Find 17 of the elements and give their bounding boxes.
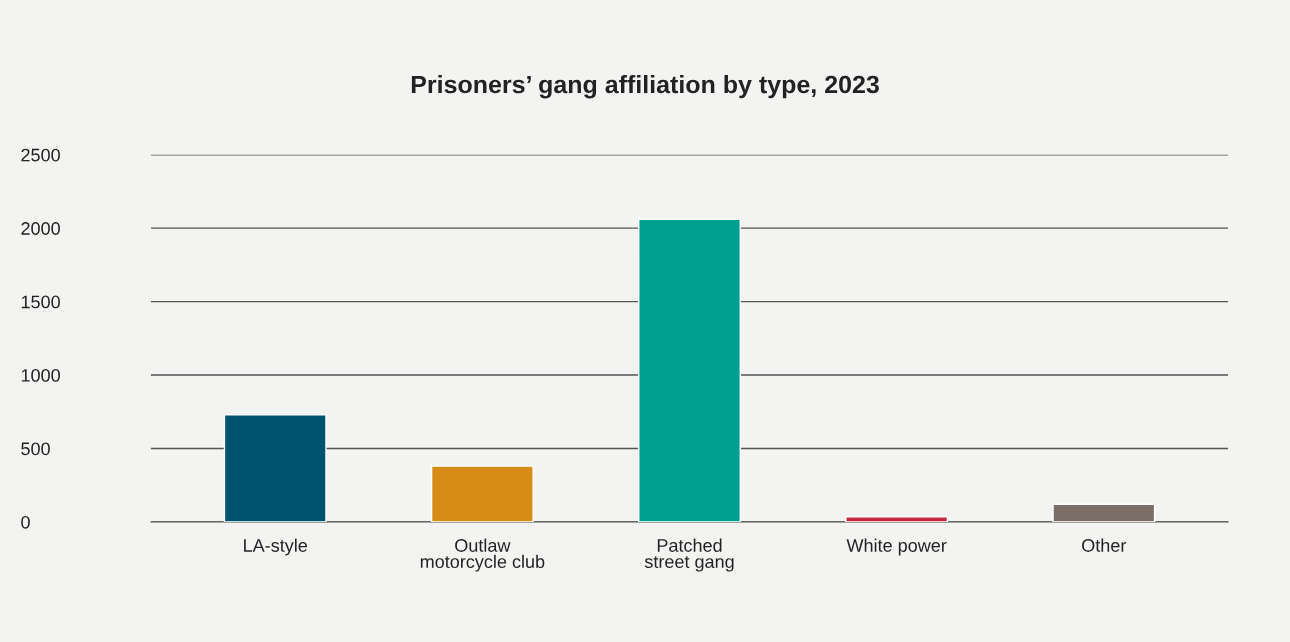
bar	[1052, 503, 1156, 522]
y-tick-label: 1500	[21, 295, 60, 309]
y-tick-label: 500	[21, 442, 50, 456]
bar	[223, 414, 327, 522]
y-tick-label: 2000	[21, 222, 60, 235]
y-tick-label: 2500	[21, 148, 60, 162]
bar	[845, 516, 949, 522]
x-tick-label: Patched street gang	[644, 538, 734, 572]
x-tick-label: Outlaw motorcycle club	[420, 538, 545, 572]
x-tick-label: White power	[846, 538, 947, 556]
bar	[638, 218, 741, 522]
chart-title: Prisoners’ gang affiliation by type, 2023	[411, 74, 879, 99]
x-tick-label: Other	[1082, 538, 1127, 552]
bar	[430, 465, 534, 522]
x-tick-label: LA-style	[244, 538, 308, 556]
y-tick-label: 1000	[21, 368, 60, 382]
y-tick-label: 0	[21, 515, 30, 529]
